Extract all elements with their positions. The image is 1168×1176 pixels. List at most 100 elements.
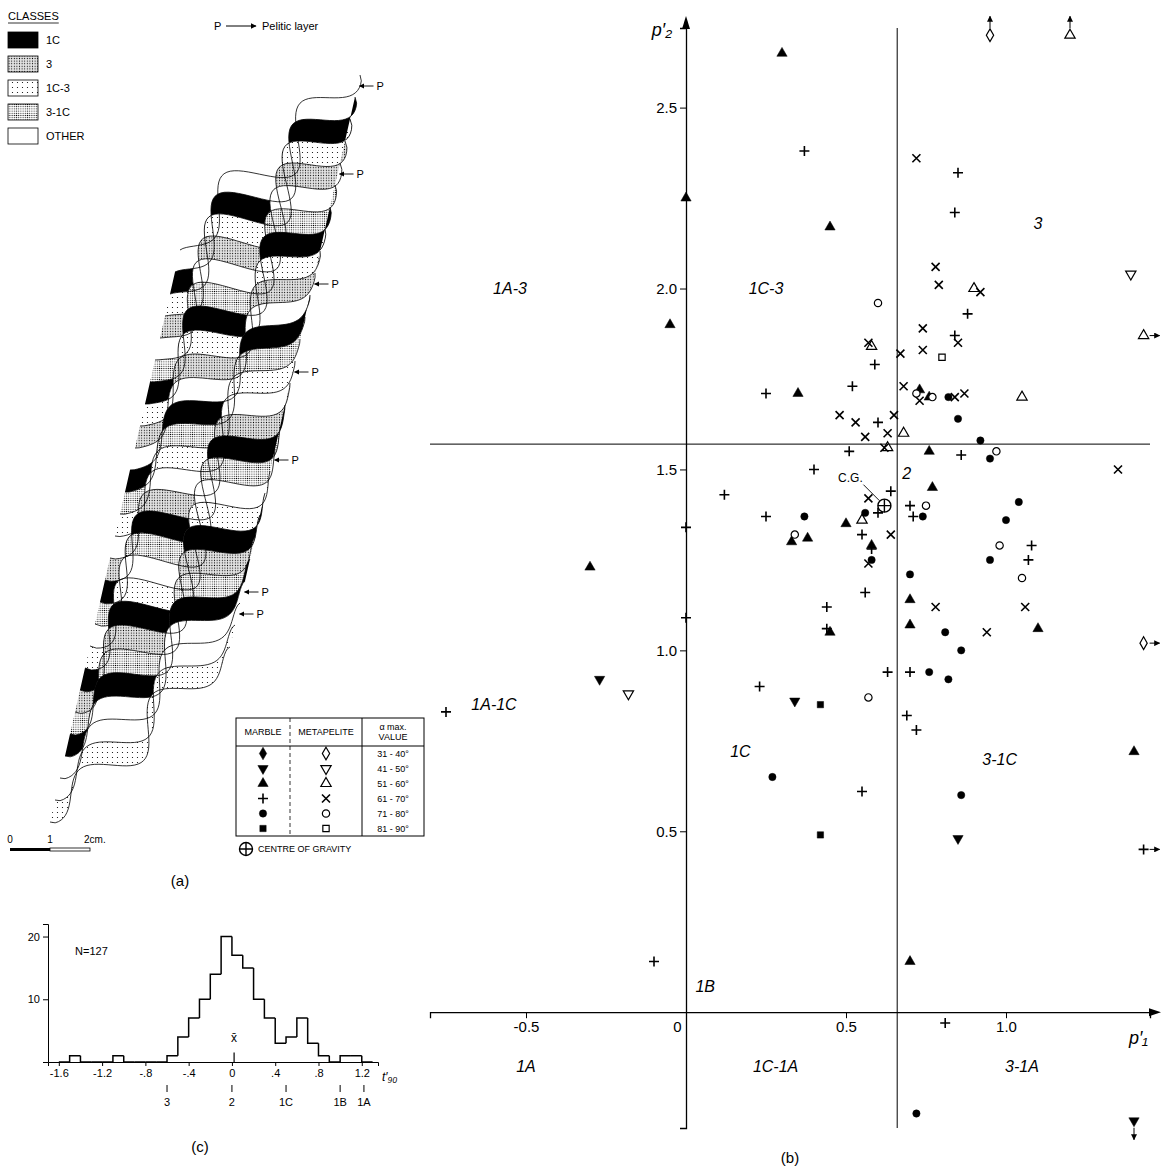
tick: 1.0 [656, 642, 686, 659]
legend-header-line: α max. [379, 722, 406, 732]
tick: .4 [271, 1062, 280, 1079]
point [799, 146, 809, 156]
tick-label: 1.0 [996, 1018, 1017, 1035]
point [905, 667, 915, 677]
class-mark-label: 3 [164, 1096, 170, 1108]
point [932, 263, 940, 271]
tick: 1.2 [355, 1062, 370, 1079]
legend-header: MARBLE [244, 727, 281, 737]
tick-label: -1.2 [93, 1067, 112, 1079]
cg-circle [878, 499, 891, 512]
point [857, 786, 867, 796]
axis-title: t′₉₀ [382, 1070, 397, 1084]
histogram-bar [362, 1056, 373, 1062]
legend-label: 3-1C [46, 106, 70, 118]
tick-label: 0 [229, 1067, 235, 1079]
layer-boundary [85, 493, 265, 670]
legend-header: α max.VALUE [379, 722, 408, 742]
legend-symbol [322, 795, 330, 803]
legend-swatch [8, 32, 38, 48]
legend-label: 3 [46, 58, 52, 70]
layer-boundary [55, 625, 235, 801]
histogram-bar [167, 1056, 178, 1062]
pelitic-label: P [262, 586, 269, 598]
tick-label: 2.5 [656, 99, 677, 116]
tick: 1.5 [656, 461, 686, 478]
pelitic-key-symbol: P [214, 20, 221, 32]
legend-label: OTHER [46, 130, 85, 142]
legend-symbol [259, 810, 266, 817]
layer-boundary [80, 515, 260, 692]
tick-label: -1.6 [50, 1067, 69, 1079]
point [945, 676, 952, 683]
cg-leader [862, 484, 879, 501]
layer-boundary [65, 581, 245, 757]
point [870, 360, 880, 370]
point [896, 350, 904, 358]
pelitic-label: P [377, 80, 384, 92]
layer-boundary [110, 383, 290, 559]
tick-mark [43, 999, 48, 1000]
point [822, 624, 832, 634]
pelitic-label: P [357, 168, 364, 180]
histogram-bar [329, 1056, 340, 1062]
tick-mark [59, 1062, 60, 1066]
class-mark-label: 1B [333, 1096, 346, 1108]
legend-rule [362, 718, 363, 836]
axis-arrow [1149, 1008, 1161, 1016]
pelitic-arrow [295, 372, 309, 373]
point [924, 445, 934, 454]
layer-boundary [100, 427, 280, 604]
point [847, 381, 857, 391]
point [857, 530, 867, 540]
point [954, 339, 962, 347]
point [623, 691, 633, 700]
layer-boundary [155, 185, 337, 360]
label-patch [747, 280, 786, 298]
figure: CLASSES1C31C-33-1COTHERPPelitic layerPPP… [0, 0, 1168, 1176]
region-label: 1C [730, 743, 751, 760]
legend-header-line: VALUE [379, 732, 408, 742]
label-patch [469, 696, 518, 714]
point [929, 393, 936, 400]
tick-mark [318, 1062, 319, 1066]
point [953, 168, 963, 178]
class-mark-tick [363, 1085, 364, 1092]
point [1017, 391, 1027, 400]
point [841, 518, 851, 527]
point [906, 571, 913, 578]
tick-label: 1.5 [656, 461, 677, 478]
legend-symbol [260, 825, 266, 831]
layer-boundary [120, 339, 300, 514]
point [986, 29, 993, 42]
legend-label: 1C-3 [46, 82, 70, 94]
scale-label: 1 [47, 834, 53, 845]
pelitic-label: P [257, 608, 264, 620]
tick-label: 1.2 [355, 1067, 370, 1079]
tick-label: 0 [673, 1018, 681, 1035]
offscale-arrow [1150, 335, 1160, 336]
class-mark-tick [167, 1085, 168, 1092]
fold-drawing [50, 75, 361, 823]
axis-title: p′₂ [651, 20, 672, 40]
point [755, 682, 765, 692]
annotations: 1A-31C-3321A-1C1C3-1C1B1A1C-1A3-1AC.G. [469, 214, 1044, 1075]
legend-title: CLASSES [8, 10, 59, 22]
histogram-bar [318, 1043, 329, 1056]
tick-label: 10 [28, 993, 40, 1005]
point [790, 698, 800, 707]
panel-label: (b) [781, 1149, 799, 1166]
pelitic-label: P [332, 278, 339, 290]
point [649, 957, 659, 967]
pelitic-arrow [360, 86, 374, 87]
histogram-bar [80, 1056, 91, 1062]
histogram-bar [221, 937, 232, 975]
pelitic-arrow [245, 592, 259, 593]
point [864, 494, 872, 502]
point [665, 319, 675, 328]
tick: -1.2 [93, 1062, 112, 1079]
tick: 1.0 [996, 1012, 1017, 1035]
legend-label: 61 - 70° [377, 794, 409, 804]
panel-label: (a) [171, 872, 189, 889]
legend-symbol [322, 810, 329, 817]
